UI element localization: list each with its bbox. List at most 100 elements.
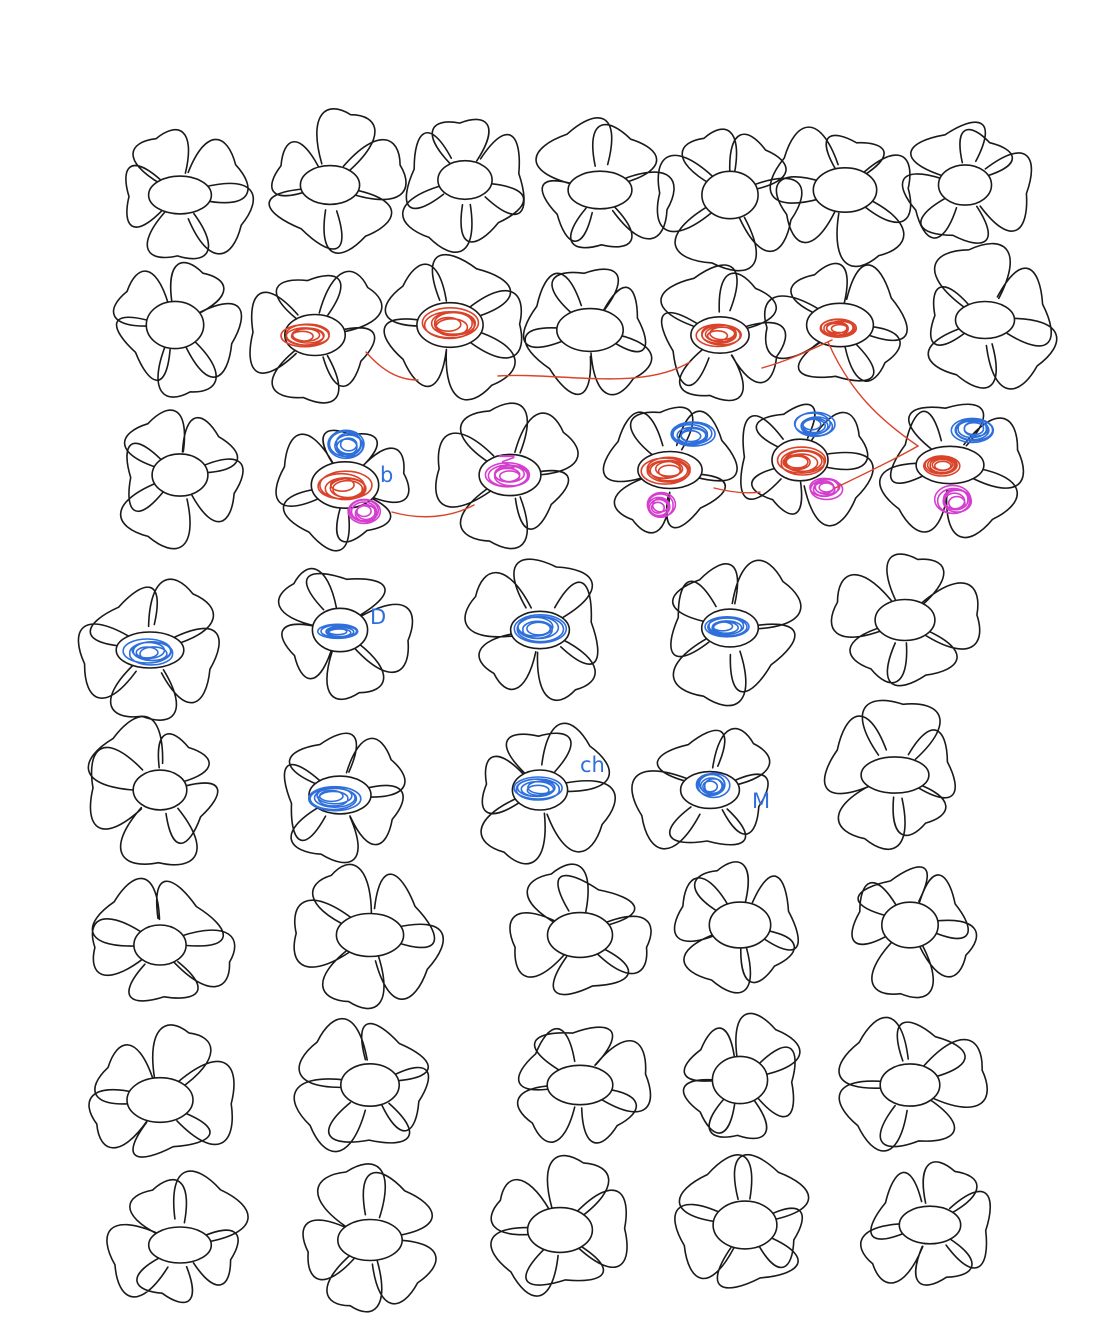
- flower-sketch: [901, 121, 1033, 244]
- flower-petals: [673, 861, 800, 994]
- flower-sketch: [740, 403, 874, 527]
- flower-petals: [516, 1026, 652, 1144]
- flower-sketch: [120, 409, 244, 550]
- flower-petals: [87, 715, 219, 866]
- red-connector-line: [365, 351, 419, 381]
- flower-center: [335, 912, 405, 958]
- flower-sketch: [490, 1154, 628, 1297]
- flower-sketch: [674, 1154, 810, 1289]
- flower-petals: [77, 578, 220, 721]
- red-connector-line: [391, 504, 475, 518]
- flower-petals: [112, 261, 243, 398]
- flower-center: [311, 607, 369, 653]
- flower-center: [712, 1200, 778, 1250]
- flower-center: [132, 769, 188, 811]
- blue-scribble: [513, 614, 568, 644]
- flower-petals: [464, 558, 599, 701]
- magenta-scribble: [484, 462, 531, 488]
- flower-center: [567, 170, 633, 210]
- flower-center: [336, 1218, 403, 1262]
- flower-petals: [293, 1017, 430, 1153]
- flower-center: [679, 770, 741, 810]
- flower-sketch: [275, 429, 410, 552]
- flower-center: [954, 300, 1016, 340]
- flower-sketch: [302, 1163, 437, 1313]
- flower-center: [711, 1055, 769, 1105]
- flower-center: [546, 911, 614, 959]
- blue-scribble: [695, 772, 731, 799]
- flower-center: [874, 598, 936, 642]
- flower-sketch: [435, 402, 579, 550]
- flower-sketch: [670, 559, 802, 707]
- flower-petals: [522, 268, 653, 396]
- flower-center: [555, 307, 624, 353]
- annotation-label-m-magenta: M: [494, 453, 518, 471]
- flower-petals: [268, 108, 407, 254]
- flower-center: [880, 901, 939, 949]
- flower-sketch: [293, 863, 444, 1010]
- flower-petals: [293, 863, 444, 1010]
- flower-center: [546, 1064, 614, 1106]
- flower-sketch: [522, 268, 653, 396]
- flower-sketch: [249, 270, 383, 404]
- flower-petals: [851, 866, 978, 999]
- flower-sketch: [763, 262, 908, 382]
- red-scribble: [421, 307, 480, 340]
- flower-petals: [838, 1016, 988, 1152]
- flower-petals: [283, 732, 406, 864]
- flower-center: [147, 175, 213, 215]
- flower-sketch: [125, 129, 255, 260]
- magenta-scribble: [933, 484, 973, 515]
- flower-petals: [830, 553, 981, 687]
- flower-sketch: [77, 578, 220, 721]
- flower-petals: [402, 118, 525, 253]
- annotation-label-m: M: [752, 789, 770, 813]
- flower-petals: [670, 559, 802, 707]
- flower-center: [937, 164, 993, 206]
- red-scribble: [923, 455, 961, 477]
- flower-petals: [383, 253, 523, 401]
- flower-petals: [763, 262, 908, 382]
- flower-sketch: [464, 558, 599, 701]
- flower-center: [437, 159, 493, 201]
- flower-petals: [602, 406, 738, 534]
- flower-center: [526, 1206, 594, 1254]
- flower-sketch: [769, 126, 912, 268]
- flower-sketch: [88, 1024, 235, 1158]
- blue-scribble: [316, 623, 359, 640]
- flower-center: [145, 300, 205, 350]
- flower-sketch: [293, 1017, 430, 1153]
- flower-petals: [879, 403, 1025, 539]
- flower-sketch: [851, 866, 978, 999]
- flower-petals: [859, 1161, 992, 1286]
- flower-petals: [480, 722, 616, 865]
- flower-grid: [77, 108, 1058, 1313]
- flower-sketch: [830, 553, 981, 687]
- flower-petals: [740, 403, 874, 527]
- blue-scribble: [513, 776, 563, 801]
- flower-petals: [509, 863, 652, 996]
- flower-center: [898, 1205, 962, 1245]
- flower-sketch: [480, 722, 616, 865]
- flower-petals: [769, 126, 912, 268]
- flower-center: [812, 167, 878, 214]
- annotation-label-b: b: [380, 463, 393, 487]
- flower-sketch: [383, 253, 523, 401]
- flower-petals: [106, 1170, 249, 1304]
- red-connector-line: [827, 341, 919, 447]
- flower-center: [860, 756, 930, 794]
- flower-sketch: [283, 732, 406, 864]
- flower-petals: [656, 128, 803, 272]
- flower-center: [701, 170, 759, 220]
- flower-petals: [435, 402, 579, 550]
- flower-sketch: [823, 699, 956, 850]
- blue-scribble: [670, 421, 716, 447]
- blue-scribble: [950, 417, 995, 444]
- red-connector-line: [761, 339, 833, 369]
- blue-scribble: [122, 638, 174, 666]
- flower-petals: [120, 409, 244, 550]
- flower-petals: [249, 270, 383, 404]
- flower-center: [283, 313, 346, 357]
- flower-sketch: [879, 403, 1025, 539]
